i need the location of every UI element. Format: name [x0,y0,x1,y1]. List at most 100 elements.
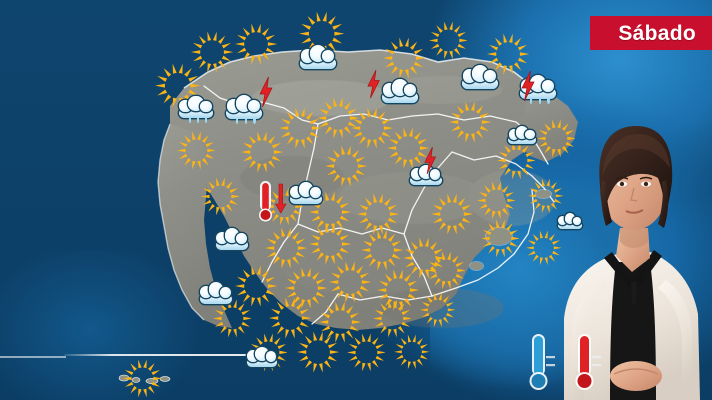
cloud-icon [300,45,336,69]
sun-disc [184,138,208,162]
sun-disc [495,41,521,67]
sun-disc [434,258,458,282]
canary-islands-separator-line-left [0,356,66,358]
lightning-bolt-icon [423,146,437,179]
cloud-icon [226,95,262,124]
lightning-bolt-icon [520,70,536,106]
sun-disc [436,28,460,52]
sun-disc [287,115,313,141]
island-canarias-group [118,372,174,385]
cloud-base [520,87,556,99]
cloud-puff-1 [309,45,327,62]
cloud-puff-1 [515,126,529,139]
cloud-puff-2 [572,216,581,225]
cloud-icon [215,228,249,250]
cloud-puff-1 [564,213,576,225]
cloud-puff-2 [322,50,335,63]
cloud-puff-1 [298,182,314,198]
cloud-puff-0 [410,168,423,181]
cloud-puff-0 [508,129,519,140]
cloud-icon [382,79,418,103]
cloud-base [226,107,262,119]
lightning-bolt-icon [258,76,274,112]
rain-drop-1 [196,117,199,124]
cloud-puff-2 [248,100,261,113]
day-banner: Sábado [590,16,712,50]
cloud-puff-1 [529,75,547,92]
sun-disc [427,299,449,321]
sun-disc [308,20,336,48]
rain-drop-2 [253,117,256,124]
cloud-base [462,77,498,89]
cloud-puff-2 [235,232,247,244]
sun-disc [199,39,225,65]
sun-disc [369,237,395,263]
cloud-puff-1 [391,79,409,96]
cloud-puff-2 [484,70,497,83]
sun-disc [317,231,343,257]
sun-disc [488,226,512,250]
sun-disc [130,366,154,390]
cloud-icon [199,282,233,304]
sun-disc [359,115,385,141]
sun-disc [504,148,528,172]
rain-drop-2 [547,97,550,104]
day-banner-label: Sábado [618,21,696,45]
sun-disc [305,339,331,365]
cloud-icon [558,213,582,229]
thermometer-cold-legend [522,332,556,399]
cloud-icon [289,182,323,204]
rain-drop-0 [188,117,191,124]
sun-disc [391,45,417,71]
sun-disc [243,273,269,299]
sun-disc [380,306,404,330]
temperature-legend [518,332,608,394]
cloud-puff-1 [224,228,240,244]
cloud-puff-0 [247,350,259,362]
sun-disc [164,72,192,100]
sun-disc [365,201,391,227]
sun-disc [401,341,423,363]
lightning-bolt-icon [366,69,381,104]
cloud-puff-2 [219,286,231,298]
cloud-base [558,221,582,229]
canary-islands-separator-line [64,354,254,356]
cloud-puff-1 [208,282,224,298]
sun-disc [325,105,351,131]
cloud-base [508,135,536,144]
sun-disc [337,269,363,295]
cloud-puff-1 [235,95,253,112]
sun-disc [484,188,508,212]
cloud-puff-0 [558,216,568,226]
sun-disc [277,305,303,331]
cloud-puff-1 [254,347,270,362]
cloud-base [199,293,233,304]
sun-disc [457,109,483,135]
rain-drop-0 [530,97,533,104]
cloud-base [215,239,249,250]
cloud-base [246,357,278,367]
cloud-puff-1 [188,95,204,112]
sun-disc [354,340,378,364]
cloud-base [179,107,213,118]
rain-drop-2 [204,117,208,124]
island-menorca [536,190,551,198]
sun-disc [439,201,465,227]
sun-disc [220,306,244,330]
cloud-base [410,175,442,186]
sun-disc [333,153,359,179]
rain-drop-1 [244,117,248,124]
cloud-puff-2 [309,186,321,198]
cloud-base [300,57,336,69]
cloud-icon [246,347,278,367]
sun-disc [395,135,421,161]
cloud-puff-2 [200,100,212,113]
cloud-icon [179,95,213,124]
cloud-puff-2 [265,351,277,362]
sun-disc [533,237,555,259]
cloud-base [382,91,418,103]
cloud-base [289,193,323,204]
thermometer-hot-legend [568,332,602,399]
rain-drop-1 [538,97,542,104]
